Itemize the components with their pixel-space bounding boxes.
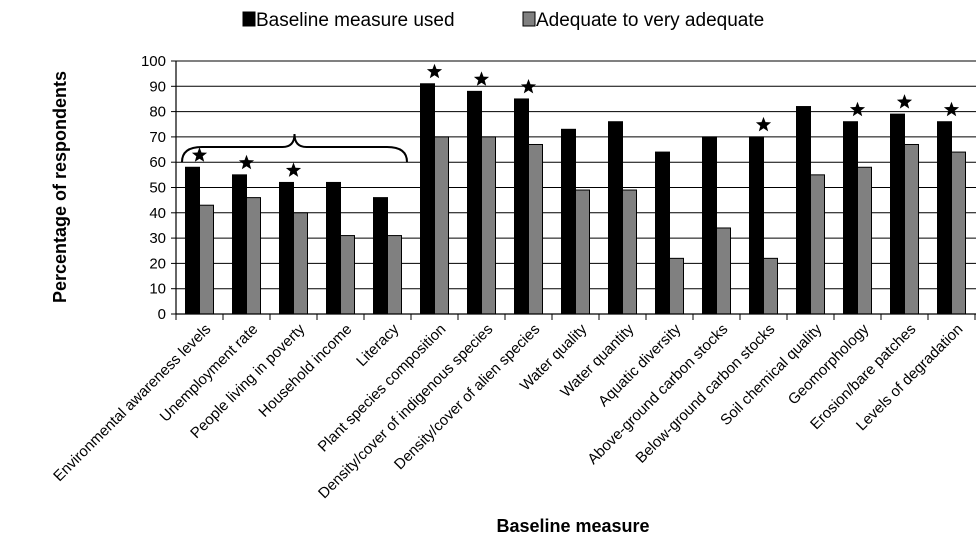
bar-adequate xyxy=(951,151,966,315)
bar-baseline-used xyxy=(843,121,858,315)
bar-adequate xyxy=(622,189,637,315)
bar-adequate xyxy=(810,174,825,315)
axes xyxy=(175,61,976,315)
x-tick-label: Geomorphology xyxy=(785,320,873,408)
bar-baseline-used xyxy=(655,151,670,315)
bar-baseline-used xyxy=(514,98,529,315)
bar-baseline-used xyxy=(937,121,952,315)
bar-adequate xyxy=(246,197,261,315)
star-icon xyxy=(849,101,866,117)
y-axis-title: Percentage of respondents xyxy=(50,71,70,303)
y-tick-label: 70 xyxy=(149,129,166,146)
bar-adequate xyxy=(434,136,449,315)
bar-baseline-used xyxy=(279,181,294,315)
bar-baseline-used xyxy=(420,83,435,315)
x-tick-label: Household income xyxy=(255,321,355,421)
bar-baseline-used xyxy=(561,128,576,315)
y-tick-label: 40 xyxy=(149,205,166,222)
y-tick-label: 50 xyxy=(149,180,166,197)
bar-baseline-used xyxy=(185,166,200,315)
legend-swatch xyxy=(522,11,536,27)
bar-baseline-used xyxy=(608,121,623,315)
legend: Baseline measure used Adequate to very ad… xyxy=(242,10,764,31)
bar-adequate xyxy=(293,212,308,315)
y-tick-label: 20 xyxy=(149,255,166,272)
y-tick-label: 80 xyxy=(149,104,166,121)
star-icon xyxy=(896,94,913,109)
bar-baseline-used xyxy=(373,197,388,315)
bar-adequate xyxy=(575,189,590,315)
x-axis-ticks: Environmental awareness levelsUnemployme… xyxy=(50,314,976,502)
x-tick-label: Density/cover of indigenous species xyxy=(315,321,496,502)
x-axis-title: Baseline measure xyxy=(496,516,649,536)
bar-adequate xyxy=(763,257,778,315)
bar-adequate xyxy=(528,143,543,315)
star-icon xyxy=(238,154,255,170)
star-icon xyxy=(191,147,208,162)
y-tick-label: 30 xyxy=(149,230,166,247)
y-tick-label: 100 xyxy=(141,53,166,70)
bar-adequate xyxy=(669,257,684,315)
x-tick-label: Aquatic diversity xyxy=(595,320,685,410)
bar-adequate xyxy=(481,136,496,315)
bar-adequate xyxy=(904,143,919,315)
bar-baseline-used xyxy=(796,106,811,315)
bar-baseline-used xyxy=(702,136,717,315)
bar-adequate xyxy=(340,235,355,315)
bar-baseline-used xyxy=(467,90,482,315)
grouping-brace xyxy=(181,133,408,163)
bar-adequate xyxy=(199,204,214,315)
star-icon xyxy=(426,63,443,79)
legend-swatch xyxy=(242,11,256,27)
legend-label: Baseline measure used xyxy=(256,10,455,31)
bar-baseline-used xyxy=(749,136,764,315)
star-icon xyxy=(520,79,537,94)
star-icon xyxy=(473,71,490,86)
bar-adequate xyxy=(716,227,731,315)
bar-baseline-used xyxy=(890,113,905,315)
y-axis-ticks: 0 10 20 30 40 50 60 70 80 90 100 xyxy=(141,53,176,323)
y-tick-label: 0 xyxy=(158,306,166,323)
significance-stars xyxy=(191,63,960,177)
bar-baseline-used xyxy=(326,181,341,315)
legend-label: Adequate to very adequate xyxy=(536,10,764,31)
bar-adequate xyxy=(387,235,402,315)
star-icon xyxy=(943,101,960,117)
star-icon xyxy=(755,116,772,132)
y-tick-label: 60 xyxy=(149,154,166,171)
y-tick-label: 10 xyxy=(149,281,166,298)
star-icon xyxy=(285,162,302,177)
y-tick-label: 90 xyxy=(149,78,166,95)
bar-baseline-used xyxy=(232,174,247,315)
bars xyxy=(185,83,966,315)
bar-adequate xyxy=(857,166,872,315)
